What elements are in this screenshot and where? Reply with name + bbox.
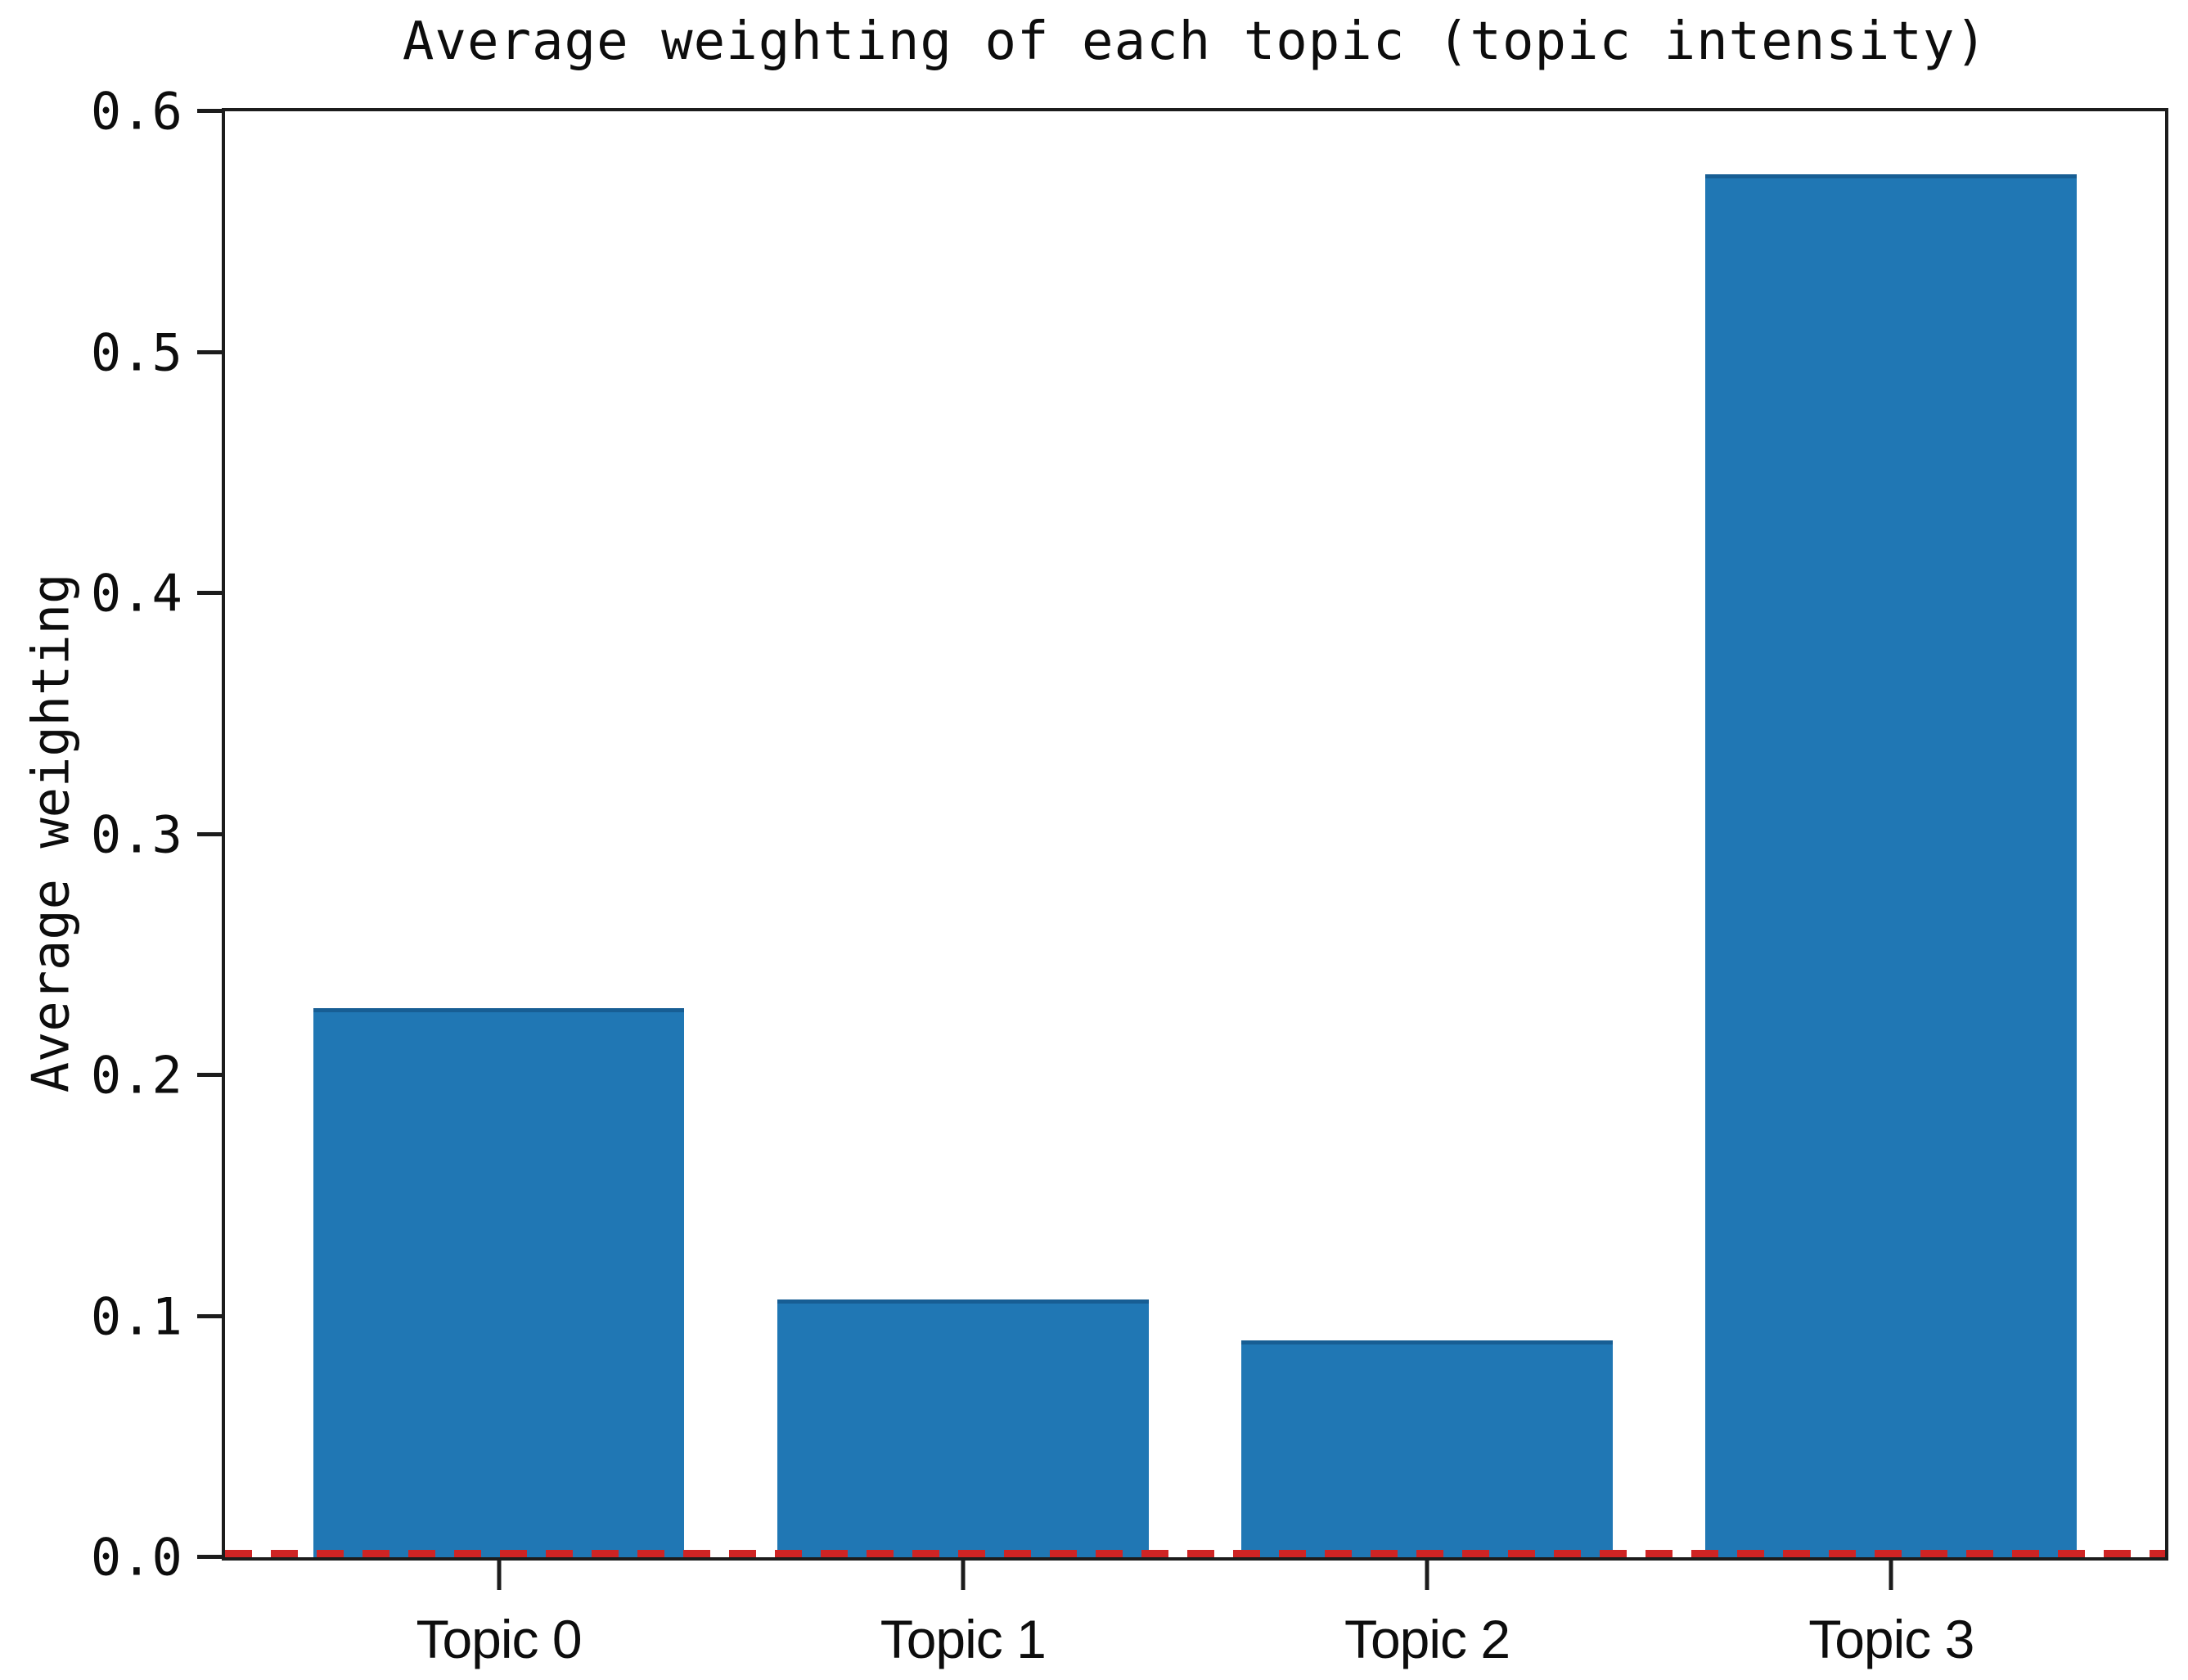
y-tick-mark-0.5 (196, 349, 222, 354)
bar-topic-1 (777, 1299, 1149, 1558)
bar-topic-0 (313, 1007, 685, 1558)
y-tick-label-0.3: 0.3 (90, 804, 182, 865)
y-tick-label-0.6: 0.6 (90, 81, 182, 142)
y-tick-label-0.1: 0.1 (90, 1286, 182, 1347)
x-tick-mark-topic-0 (497, 1561, 502, 1591)
y-tick-mark-0.0 (196, 1555, 222, 1560)
y-tick-mark-0.1 (196, 1313, 222, 1318)
y-axis-label: Average weighting (20, 574, 81, 1093)
x-tick-mark-topic-2 (1425, 1561, 1429, 1591)
bar-topic-2 (1241, 1340, 1613, 1558)
x-tick-label-topic-2: Topic 2 (1344, 1609, 1510, 1670)
y-tick-label-0.5: 0.5 (90, 322, 182, 383)
y-tick-label-0.2: 0.2 (90, 1045, 182, 1106)
bar-topic-3 (1705, 173, 2078, 1558)
chart-title: Average weighting of each topic (topic i… (402, 11, 1988, 72)
y-tick-mark-0.2 (196, 1073, 222, 1078)
y-tick-mark-0.3 (196, 831, 222, 836)
y-tick-label-0.4: 0.4 (90, 563, 182, 624)
y-tick-mark-0.4 (196, 591, 222, 596)
x-tick-label-topic-3: Topic 3 (1808, 1609, 1974, 1670)
y-tick-label-0.0: 0.0 (90, 1527, 182, 1588)
x-tick-mark-topic-3 (1889, 1561, 1893, 1591)
plot-area: 0.0 0.1 0.2 0.3 0.4 0.5 0.6 Topic 0 Topic 1 Topi… (91, 82, 2168, 1669)
x-tick-label-topic-1: Topic 1 (880, 1609, 1047, 1670)
x-tick-mark-topic-1 (961, 1561, 966, 1591)
x-tick-label-topic-0: Topic 0 (416, 1609, 582, 1670)
y-tick-mark-0.6 (196, 109, 222, 113)
